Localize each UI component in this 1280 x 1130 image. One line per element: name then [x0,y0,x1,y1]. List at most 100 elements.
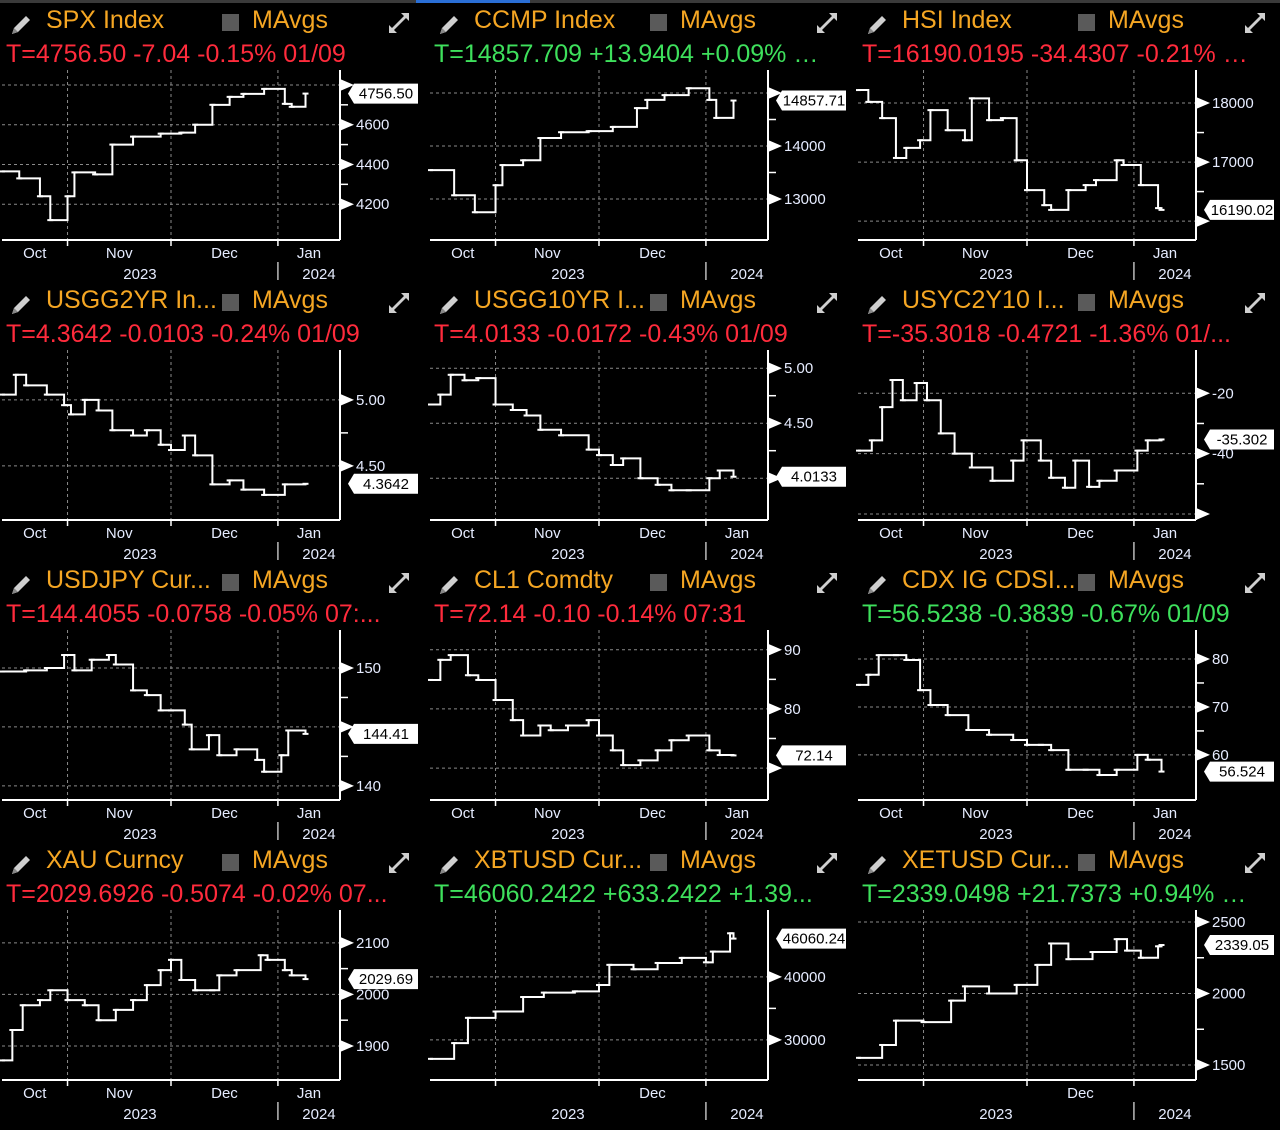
mavgs-label[interactable]: MAvgs [680,286,756,314]
x-year-label: 2024 [1158,546,1191,560]
panel-header: XAU Curncy MAvgs [0,846,426,878]
pencil-icon[interactable] [864,292,890,318]
series-line [858,89,1163,211]
y-tick-label: 4.50 [784,415,813,432]
checkbox-icon[interactable] [650,294,667,311]
ticker-title[interactable]: CCMP Index [474,6,616,34]
ticker-title[interactable]: SPX Index [46,6,165,34]
quote-line: T=-35.3018 -0.4721 -1.36% 01/... [862,320,1231,348]
panel-header: XBTUSD Cur... MAvgs [428,846,854,878]
x-month-label: Nov [106,805,133,822]
x-month-label: Jan [297,805,321,822]
mavgs-label[interactable]: MAvgs [680,6,756,34]
x-month-label: Dec [211,1085,238,1102]
y-tick-label: 60 [1212,747,1229,764]
series-line [430,87,735,214]
quote-line: T=2029.6926 -0.5074 -0.02% 07... [6,880,388,908]
price-chart: 4.50 5.00 Oct Nov Dec Jan 2023 2024 4.0133 [428,350,846,560]
series-line [2,87,307,222]
x-month-label: Dec [1067,245,1094,262]
ticker-title[interactable]: CDX IG CDSI... [902,566,1076,594]
last-value-label: 2029.69 [359,971,413,988]
checkbox-icon[interactable] [650,574,667,591]
last-value-box [776,745,846,766]
mavgs-label[interactable]: MAvgs [1108,286,1184,314]
y-tick-label: 80 [784,701,801,718]
expand-icon[interactable] [1242,10,1268,36]
mavgs-label[interactable]: MAvgs [680,846,756,874]
ticker-title[interactable]: XAU Curncy [46,846,184,874]
expand-icon[interactable] [1242,570,1268,596]
x-month-label: Nov [534,525,561,542]
expand-icon[interactable] [814,290,840,316]
y-tick-marker [1196,1058,1210,1071]
panel-header: USDJPY Cur... MAvgs [0,566,426,598]
checkbox-icon[interactable] [650,14,667,31]
ticker-title[interactable]: USDJPY Cur... [46,566,211,594]
active-tab-indicator[interactable] [416,0,530,3]
y-tick-marker [768,970,782,983]
checkbox-icon[interactable] [1078,294,1095,311]
x-month-label: Oct [451,525,475,542]
expand-icon[interactable] [386,570,412,596]
expand-icon[interactable] [814,850,840,876]
pencil-icon[interactable] [436,12,462,38]
checkbox-icon[interactable] [650,854,667,871]
mavgs-label[interactable]: MAvgs [252,846,328,874]
mavgs-label[interactable]: MAvgs [1108,6,1184,34]
mavgs-label[interactable]: MAvgs [1108,566,1184,594]
pencil-icon[interactable] [436,852,462,878]
last-value-label: 4756.50 [359,86,413,103]
last-value-label: -35.302 [1217,431,1268,448]
checkbox-icon[interactable] [222,294,239,311]
x-month-label: Oct [23,1085,47,1102]
ticker-title[interactable]: HSI Index [902,6,1012,34]
checkbox-icon[interactable] [222,14,239,31]
ticker-title[interactable]: USYC2Y10 I... [902,286,1065,314]
price-chart: 4200 4400 4600 Oct Nov Dec Jan 2023 2024 4756.50 [0,70,418,280]
expand-icon[interactable] [814,570,840,596]
pencil-icon[interactable] [436,572,462,598]
expand-icon[interactable] [386,10,412,36]
pencil-icon[interactable] [8,572,34,598]
checkbox-icon[interactable] [222,854,239,871]
ticker-title[interactable]: XBTUSD Cur... [474,846,643,874]
ticker-title[interactable]: USGG2YR In... [46,286,217,314]
x-year-label: 2024 [730,266,763,280]
pencil-icon[interactable] [864,12,890,38]
x-year-label: 2023 [551,826,584,840]
ticker-title[interactable]: USGG10YR I... [474,286,645,314]
panel-header: SPX Index MAvgs [0,6,426,38]
tab-strip[interactable] [0,0,1280,3]
pencil-icon[interactable] [864,852,890,878]
mavgs-label[interactable]: MAvgs [1108,846,1184,874]
pencil-icon[interactable] [864,572,890,598]
y-tick-marker [768,417,782,430]
checkbox-icon[interactable] [1078,14,1095,31]
checkbox-icon[interactable] [1078,854,1095,871]
pencil-icon[interactable] [8,12,34,38]
last-value-label: 4.0133 [791,469,837,486]
mavgs-label[interactable]: MAvgs [252,286,328,314]
mavgs-label[interactable]: MAvgs [252,566,328,594]
mavgs-label[interactable]: MAvgs [680,566,756,594]
quote-line: T=16190.0195 -34.4307 -0.21% … [862,40,1248,68]
ticker-title[interactable]: XETUSD Cur... [902,846,1071,874]
expand-icon[interactable] [386,290,412,316]
pencil-icon[interactable] [8,292,34,318]
mavgs-label[interactable]: MAvgs [252,6,328,34]
pencil-icon[interactable] [8,852,34,878]
pencil-icon[interactable] [436,292,462,318]
expand-icon[interactable] [1242,290,1268,316]
checkbox-icon[interactable] [1078,574,1095,591]
series-line [2,654,307,773]
x-year-label: 2024 [1158,1106,1191,1120]
expand-icon[interactable] [386,850,412,876]
expand-icon[interactable] [814,10,840,36]
ticker-title[interactable]: CL1 Comdty [474,566,613,594]
expand-icon[interactable] [1242,850,1268,876]
last-value-box [348,969,418,990]
y-tick-label: 90 [784,642,801,659]
checkbox-icon[interactable] [222,574,239,591]
x-year-label: 2023 [123,266,156,280]
